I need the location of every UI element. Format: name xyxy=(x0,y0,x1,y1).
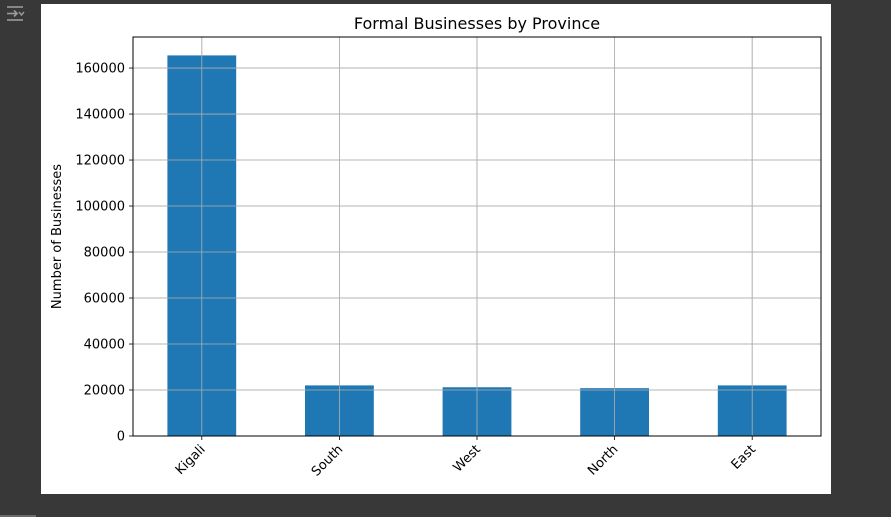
y-tick-label: 20000 xyxy=(84,384,125,399)
y-tick-label: 80000 xyxy=(84,246,125,261)
x-tick-label: East xyxy=(729,442,759,472)
output-toggle-icon[interactable] xyxy=(4,3,26,25)
x-tick-label: North xyxy=(585,442,621,478)
x-tick-label: South xyxy=(309,442,346,479)
divider xyxy=(0,515,36,517)
x-tick-label: West xyxy=(451,442,484,475)
y-tick-label: 120000 xyxy=(75,154,125,169)
y-tick-label: 140000 xyxy=(75,108,125,123)
y-axis: 0 20000 40000 60000 80000 100000 120000 140000 1… xyxy=(75,62,133,445)
chart-title: Formal Businesses by Province xyxy=(354,14,600,33)
y-tick-label: 0 xyxy=(117,430,125,445)
y-tick-label: 160000 xyxy=(75,62,125,77)
chart-figure: 0 20000 40000 60000 80000 100000 120000 140000 1… xyxy=(41,4,831,494)
x-axis: Kigali South West North East xyxy=(173,436,759,480)
y-axis-label: Number of Businesses xyxy=(50,164,65,309)
y-tick-label: 40000 xyxy=(84,338,125,353)
y-tick-label: 100000 xyxy=(75,200,125,215)
x-tick-label: Kigali xyxy=(173,442,209,478)
bar-chart: 0 20000 40000 60000 80000 100000 120000 140000 1… xyxy=(50,14,822,480)
y-tick-label: 60000 xyxy=(84,292,125,307)
